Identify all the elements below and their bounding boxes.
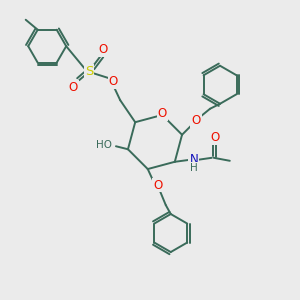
Text: O: O (153, 178, 162, 191)
Text: H: H (190, 163, 198, 173)
Text: O: O (191, 114, 201, 127)
Text: HO: HO (96, 140, 112, 150)
Text: N: N (189, 153, 198, 166)
Text: S: S (85, 65, 93, 78)
Text: O: O (69, 81, 78, 94)
Text: O: O (109, 75, 118, 88)
Text: O: O (158, 107, 167, 121)
Text: O: O (210, 131, 219, 144)
Text: O: O (99, 43, 108, 56)
